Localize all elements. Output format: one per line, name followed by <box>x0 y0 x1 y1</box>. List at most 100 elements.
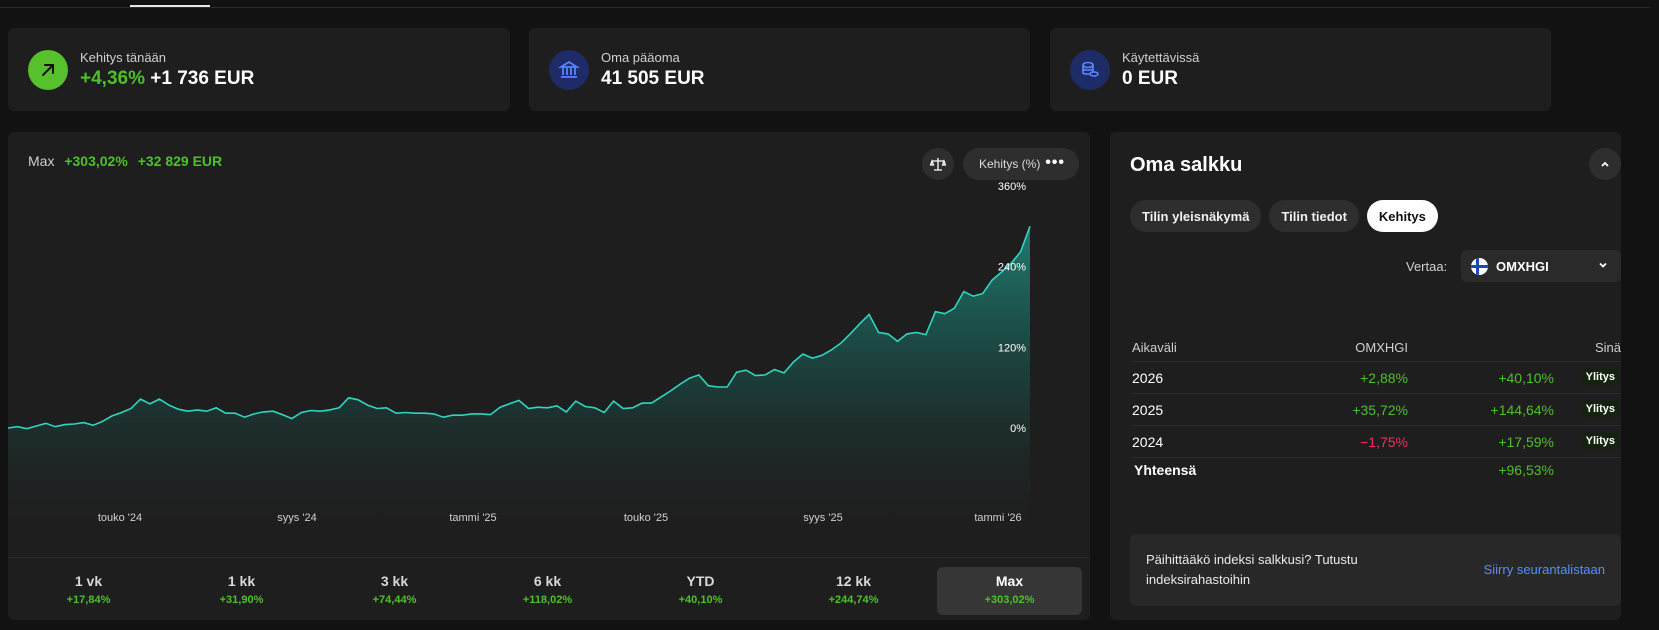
period-ytd[interactable]: YTD +40,10% <box>628 567 773 615</box>
period-value: +40,10% <box>678 594 723 606</box>
x-tick-label: tammi '26 <box>974 512 1021 524</box>
chart-period-label: Max <box>28 153 55 169</box>
outperform-badge: Ylitys <box>1581 369 1619 385</box>
stat-label: Kehitys tänään <box>80 50 167 65</box>
header-index: OMXHGI <box>1355 340 1408 355</box>
chevron-up-icon <box>1601 161 1609 167</box>
period-value: +118,02% <box>522 594 573 606</box>
period-label: 3 kk <box>380 573 409 589</box>
collapse-button[interactable] <box>1589 148 1621 180</box>
stat-label: Käytettävissä <box>1122 50 1200 65</box>
stat-card-today: Kehitys tänään +4,36% +1 736 EUR <box>8 28 510 111</box>
panel-title: Oma salkku <box>1130 154 1243 176</box>
period-label: 12 kk <box>835 573 872 589</box>
chart-change-pct: +303,02% <box>64 153 128 169</box>
active-tab-indicator <box>130 5 210 7</box>
promo-text: Päihittääkö indeksi salkkusi? Tutustu in… <box>1146 552 1358 587</box>
x-tick-label: syys '24 <box>277 512 316 524</box>
stat-value-pct: +4,36% <box>80 68 145 89</box>
period-label: YTD <box>686 573 715 589</box>
stat-card-available: Käytettävissä 0 EUR <box>1050 28 1551 111</box>
compare-label: Vertaa: <box>1406 259 1448 274</box>
period-6kk[interactable]: 6 kk +118,02% <box>475 567 620 615</box>
tab-account-details[interactable]: Tilin tiedot <box>1269 200 1359 232</box>
more-icon: ••• <box>1045 154 1065 171</box>
row-period: 2024 <box>1132 434 1164 450</box>
portfolio-tabs: Tilin yleisnäkymä Tilin tiedot Kehitys <box>1130 200 1438 232</box>
period-value: +74,44% <box>372 594 417 606</box>
period-1vk[interactable]: 1 vk +17,84% <box>16 567 161 615</box>
bank-icon <box>549 50 589 90</box>
period-12kk[interactable]: 12 kk +244,74% <box>781 567 926 615</box>
chart-change-eur: +32 829 EUR <box>137 153 223 169</box>
x-tick-label: syys '25 <box>803 512 842 524</box>
row-index-value: +35,72% <box>1352 402 1408 418</box>
y-tick-label: 0% <box>1010 423 1026 435</box>
arrow-up-right-icon <box>28 50 68 90</box>
period-selector: 1 vk +17,84% 1 kk +31,90% 3 kk +74,44% 6 kk… <box>8 557 1090 620</box>
table-total-row: Yhteensä +96,53% <box>1132 458 1621 490</box>
row-you-value: +40,10% <box>1498 370 1554 386</box>
x-tick-label: touko '25 <box>624 512 668 524</box>
total-value: +96,53% <box>1498 462 1554 478</box>
row-period: 2025 <box>1132 402 1164 418</box>
chart-area-fill <box>8 226 1030 528</box>
coins-icon <box>1070 50 1110 90</box>
period-label: 6 kk <box>533 573 562 589</box>
chart-series-line <box>8 226 1031 430</box>
stat-value: 41 505 EUR <box>601 68 705 89</box>
tab-overview[interactable]: Tilin yleisnäkymä <box>1130 200 1262 232</box>
watchlist-link[interactable]: Siirry seurantalistaan <box>1483 562 1605 577</box>
outperform-badge: Ylitys <box>1581 401 1619 417</box>
row-index-value: +2,88% <box>1360 370 1408 386</box>
row-index-value: −1,75% <box>1360 434 1408 450</box>
table-row: 2026 +2,88% +40,10% Ylitys <box>1132 362 1621 394</box>
stat-card-equity: Oma pääoma 41 505 EUR <box>529 28 1030 111</box>
table-row: 2024 −1,75% +17,59% Ylitys <box>1132 426 1621 458</box>
top-divider <box>0 7 1650 8</box>
y-tick-label: 360% <box>998 181 1026 193</box>
period-max[interactable]: Max +303,02% <box>937 567 1082 615</box>
stat-label: Oma pääoma <box>601 50 680 65</box>
header-you: Sinä <box>1594 340 1621 355</box>
portfolio-panel: Oma salkku Tilin yleisnäkymä Tilin tiedo… <box>1110 132 1621 620</box>
compare-scale-button[interactable] <box>922 148 954 180</box>
x-tick-label: tammi '25 <box>449 512 496 524</box>
row-you-value: +17,59% <box>1498 434 1554 450</box>
chart-summary: Max +303,02% +32 829 EUR <box>28 153 228 169</box>
performance-chart: 360% 240% 120% 0% touko '24 syys '24 tammi '25… <box>8 181 1031 528</box>
chevron-down-icon <box>1599 262 1607 268</box>
stat-value-eur: +1 736 EUR <box>150 68 255 89</box>
row-period: 2026 <box>1132 370 1164 386</box>
finland-flag-icon <box>1471 257 1488 275</box>
period-value: +244,74% <box>828 594 879 606</box>
compare-index-select[interactable]: OMXHGI <box>1461 250 1621 282</box>
period-label: Max <box>995 573 1024 589</box>
period-value: +303,02% <box>984 594 1035 606</box>
x-tick-label: touko '24 <box>98 512 142 524</box>
stat-value: 0 EUR <box>1122 68 1178 89</box>
period-label: 1 vk <box>74 573 103 589</box>
header-period: Aikaväli <box>1132 340 1177 355</box>
period-3kk[interactable]: 3 kk +74,44% <box>322 567 467 615</box>
y-tick-label: 240% <box>998 262 1026 274</box>
table-row: 2025 +35,72% +144,64% Ylitys <box>1132 394 1621 426</box>
tab-performance[interactable]: Kehitys <box>1366 200 1438 232</box>
period-value: +17,84% <box>66 594 111 606</box>
period-label: 1 kk <box>227 573 256 589</box>
row-you-value: +144,64% <box>1490 402 1554 418</box>
period-value: +31,90% <box>219 594 264 606</box>
compare-index-value: OMXHGI <box>1496 258 1549 274</box>
chart-metric-button[interactable]: Kehitys (%) ••• <box>963 148 1079 180</box>
stat-value: +4,36% +1 736 EUR <box>80 68 254 90</box>
chart-metric-label: Kehitys (%) <box>979 157 1041 171</box>
scale-icon <box>930 158 946 171</box>
outperform-badge: Ylitys <box>1581 433 1619 449</box>
index-fund-promo: Päihittääkö indeksi salkkusi? Tutustu in… <box>1130 534 1621 606</box>
period-1kk[interactable]: 1 kk +31,90% <box>169 567 314 615</box>
comparison-table: Aikaväli OMXHGI Sinä 2026 +2,88% +40,10%… <box>1132 332 1621 490</box>
total-label: Yhteensä <box>1134 462 1197 478</box>
table-header: Aikaväli OMXHGI Sinä <box>1132 332 1621 362</box>
performance-chart-panel: 360% 240% 120% 0% touko '24 syys '24 tammi '25… <box>8 132 1090 620</box>
y-tick-label: 120% <box>998 342 1026 354</box>
